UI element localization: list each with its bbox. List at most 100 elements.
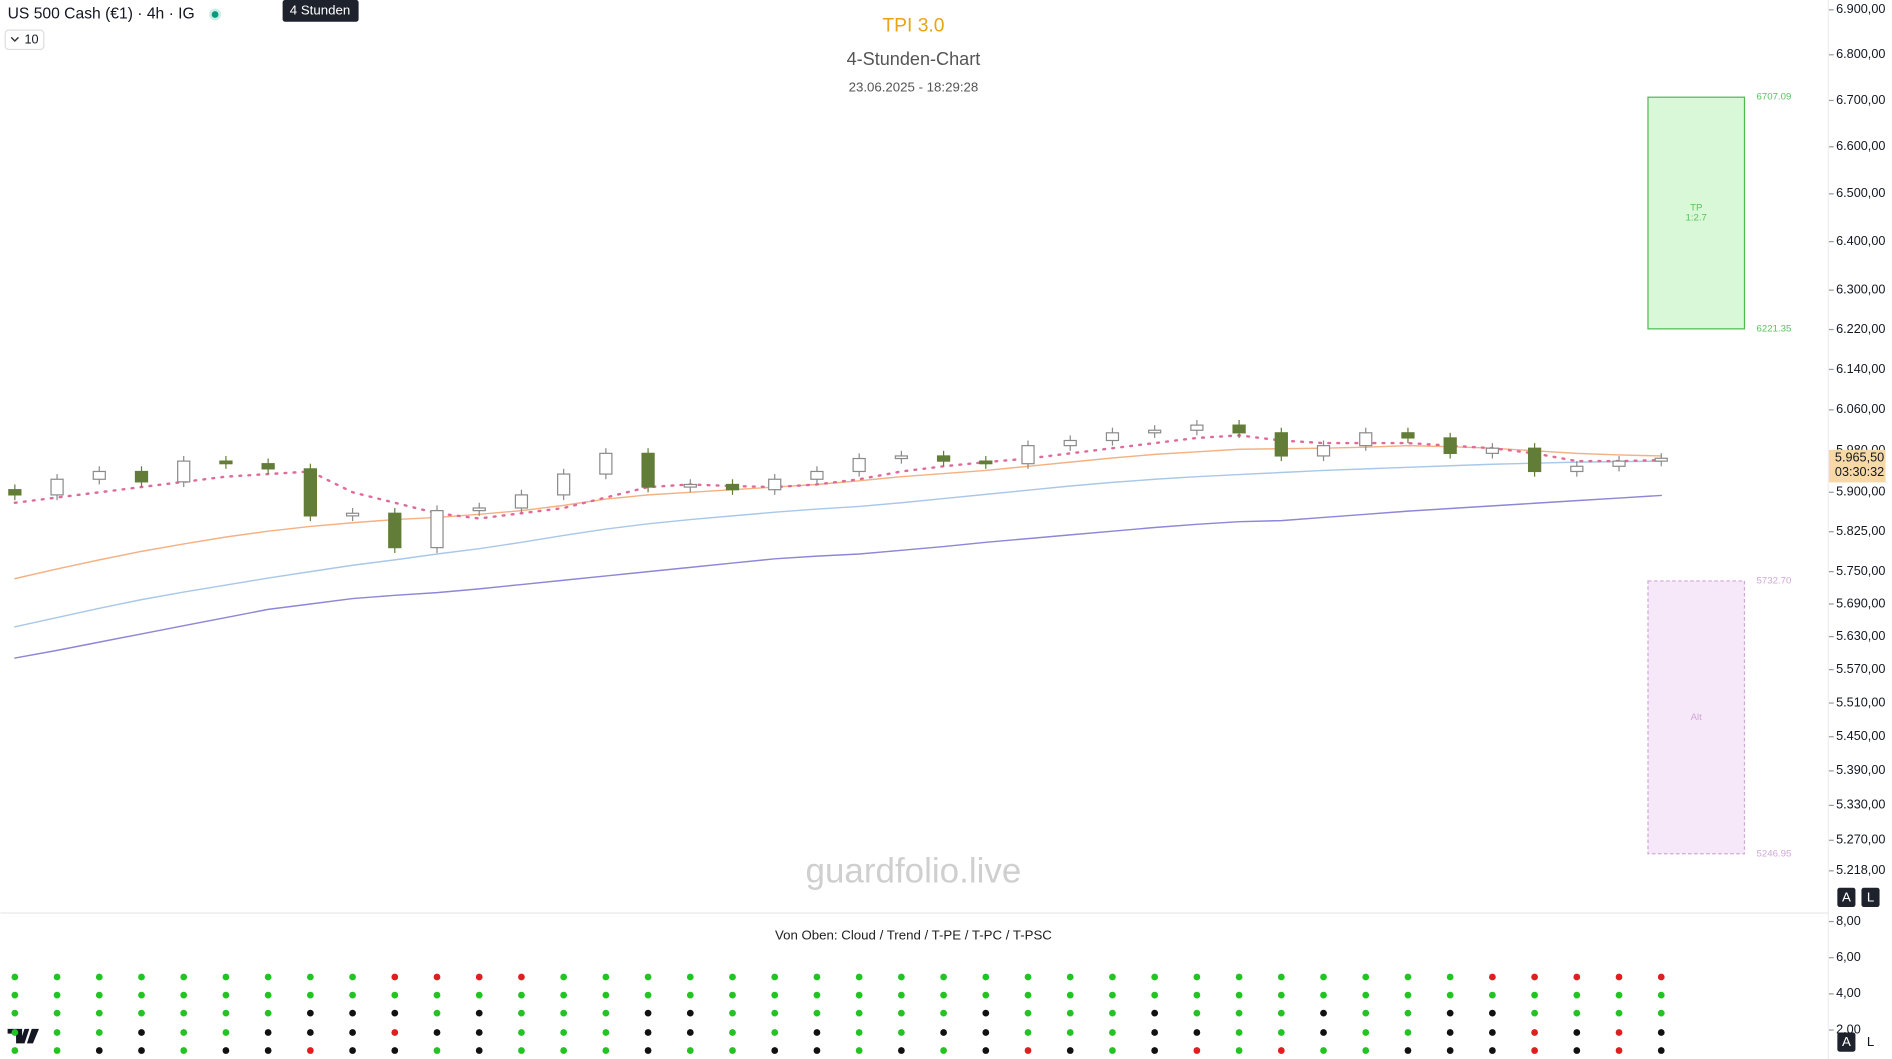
state-dot xyxy=(686,991,694,999)
state-dot xyxy=(855,973,863,981)
last-price-label: 5.965,50 xyxy=(1835,451,1884,465)
state-dot xyxy=(982,991,990,999)
state-dot xyxy=(729,991,736,999)
state-dot xyxy=(1193,1009,1201,1017)
auto-button[interactable] xyxy=(1837,1032,1856,1052)
y-tick-label: 5.825,00 xyxy=(1836,524,1885,538)
state-dot xyxy=(1362,1047,1370,1054)
state-dot xyxy=(1320,973,1327,981)
state-dot xyxy=(1066,991,1074,999)
state-dot xyxy=(602,973,610,981)
state-dot xyxy=(940,973,947,981)
state-dot xyxy=(1446,1009,1454,1017)
state-dot xyxy=(1151,1009,1159,1017)
state-dot xyxy=(1066,1047,1074,1054)
state-dot xyxy=(1277,1047,1285,1054)
state-dot xyxy=(349,1029,356,1036)
state-dot xyxy=(264,1029,272,1036)
position-label: Alt xyxy=(1691,712,1703,723)
state-dot xyxy=(433,1009,441,1017)
state-dot xyxy=(1024,973,1032,981)
state-dot xyxy=(1109,1029,1116,1036)
button-label: A xyxy=(1842,1034,1851,1049)
state-dot xyxy=(180,973,188,981)
candle-body xyxy=(430,510,444,549)
candle-body xyxy=(683,483,697,488)
candle-body xyxy=(177,460,191,483)
button-label: L xyxy=(1867,1034,1874,1049)
state-dot xyxy=(813,991,821,999)
state-dot xyxy=(1151,991,1159,999)
state-dot xyxy=(1109,973,1116,981)
state-dot xyxy=(686,1029,694,1036)
state-dot xyxy=(771,1009,779,1017)
state-dot xyxy=(1109,1047,1116,1054)
state-dot xyxy=(11,991,19,999)
candle-body xyxy=(1443,437,1457,454)
state-dot xyxy=(644,1047,652,1054)
state-dot xyxy=(222,991,230,999)
state-dot xyxy=(1657,991,1665,999)
state-dot xyxy=(433,973,441,981)
state-dot xyxy=(1277,1009,1285,1017)
state-dot xyxy=(1235,991,1243,999)
indicator-title: Von Oben: Cloud / Trend / T-PE / T-PC / … xyxy=(775,927,1052,942)
candle-body xyxy=(1612,460,1626,467)
state-dot xyxy=(1573,1009,1581,1017)
state-dot xyxy=(180,1047,188,1054)
y-tick-label: 5.570,00 xyxy=(1836,662,1885,676)
state-dot xyxy=(349,991,356,999)
state-dot xyxy=(518,973,525,981)
state-dot xyxy=(1657,1047,1665,1054)
y-tick-label: 5.270,00 xyxy=(1836,833,1885,847)
y-tick-label: 6,00 xyxy=(1836,950,1861,964)
candle-body xyxy=(1232,424,1246,434)
y-tick-label: 5.630,00 xyxy=(1836,629,1885,643)
candle-body xyxy=(303,468,317,517)
state-dot xyxy=(602,1047,610,1054)
state-dot xyxy=(1573,973,1581,981)
state-dot xyxy=(1066,973,1074,981)
state-dot xyxy=(1573,1029,1581,1036)
state-dot xyxy=(1531,991,1538,999)
state-dot xyxy=(306,1029,314,1036)
state-dot xyxy=(813,1029,821,1036)
state-dot xyxy=(1066,1029,1074,1036)
state-dot xyxy=(855,1009,863,1017)
state-dot xyxy=(855,1029,863,1036)
state-dot xyxy=(560,973,568,981)
y-tick-label: 6.300,00 xyxy=(1836,282,1885,296)
state-dot xyxy=(349,1047,356,1054)
state-dot xyxy=(1489,1009,1496,1017)
auto-button[interactable] xyxy=(1837,887,1856,908)
state-dot xyxy=(306,1047,314,1054)
position-bottom-label: 6221.35 xyxy=(1757,323,1792,334)
log-button[interactable] xyxy=(1861,1032,1880,1052)
interval-dropdown[interactable] xyxy=(4,29,45,51)
countdown: 03:30:32 xyxy=(1835,465,1884,479)
state-dot xyxy=(897,1029,905,1036)
state-dot xyxy=(138,991,145,999)
y-tick-label: 5.390,00 xyxy=(1836,763,1885,777)
state-dot xyxy=(1404,1009,1412,1017)
candle-body xyxy=(768,478,782,491)
state-dot xyxy=(349,973,356,981)
candle-body xyxy=(1021,445,1035,465)
state-dot xyxy=(138,1029,145,1036)
state-dot xyxy=(644,973,652,981)
y-tick-label: 6.700,00 xyxy=(1836,93,1885,107)
state-dot xyxy=(771,1029,779,1036)
state-dot xyxy=(95,1029,103,1036)
state-dot xyxy=(11,1047,19,1054)
candle-body xyxy=(219,460,233,465)
state-dot xyxy=(1193,973,1201,981)
state-dot xyxy=(433,1047,441,1054)
log-button[interactable] xyxy=(1861,887,1880,908)
state-dot xyxy=(391,973,399,981)
state-dot xyxy=(475,1047,483,1054)
state-dot xyxy=(475,973,483,981)
watermark: guardfolio.live xyxy=(806,851,1022,890)
state-dot xyxy=(1024,1047,1032,1054)
